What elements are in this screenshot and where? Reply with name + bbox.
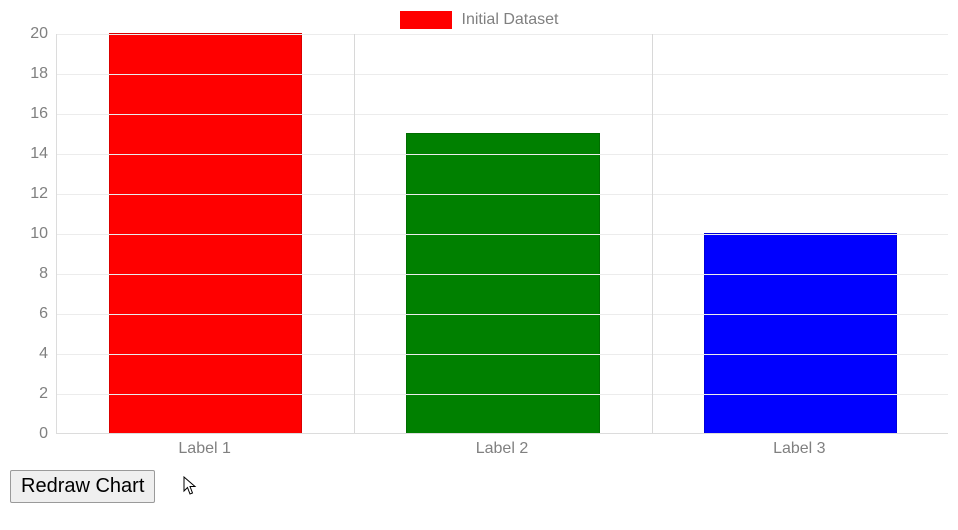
y-tick-label: 2 <box>39 385 48 403</box>
y-tick-label: 18 <box>30 65 48 83</box>
h-gridline <box>57 274 948 275</box>
x-axis: Label 1Label 2Label 3 <box>56 434 948 458</box>
y-tick-label: 20 <box>30 25 48 43</box>
x-tick-label: Label 1 <box>56 434 353 458</box>
cursor-icon <box>183 476 201 498</box>
redraw-chart-button[interactable]: Redraw Chart <box>10 470 155 503</box>
h-gridline <box>57 314 948 315</box>
y-tick-label: 8 <box>39 265 48 283</box>
h-gridline <box>57 354 948 355</box>
v-gridline <box>652 34 653 433</box>
h-gridline <box>57 234 948 235</box>
y-tick-label: 6 <box>39 305 48 323</box>
x-tick-label: Label 3 <box>651 434 948 458</box>
bar <box>406 133 599 433</box>
x-tick-label: Label 2 <box>353 434 650 458</box>
y-axis: 02468101214161820 <box>10 34 56 434</box>
h-gridline <box>57 34 948 35</box>
y-tick-label: 0 <box>39 425 48 443</box>
h-gridline <box>57 154 948 155</box>
h-gridline <box>57 114 948 115</box>
h-gridline <box>57 394 948 395</box>
bar <box>704 233 897 433</box>
bar <box>109 33 302 433</box>
y-tick-label: 12 <box>30 185 48 203</box>
bar-chart: Initial Dataset 0 2 4 6 8 10 12 14 16 18 20 Label … <box>10 6 948 458</box>
plot-area <box>56 34 948 434</box>
controls: Redraw Chart <box>10 470 948 503</box>
legend-swatch <box>400 11 452 29</box>
y-tick-label: 14 <box>30 145 48 163</box>
plot-row: 02468101214161820 <box>10 34 948 434</box>
legend-label: Initial Dataset <box>462 11 559 29</box>
h-gridline <box>57 194 948 195</box>
h-gridline <box>57 74 948 75</box>
y-tick-label: 4 <box>39 345 48 363</box>
y-tick-label: 16 <box>30 105 48 123</box>
v-gridline <box>354 34 355 433</box>
y-tick-label: 10 <box>30 225 48 243</box>
legend: Initial Dataset <box>10 6 948 34</box>
